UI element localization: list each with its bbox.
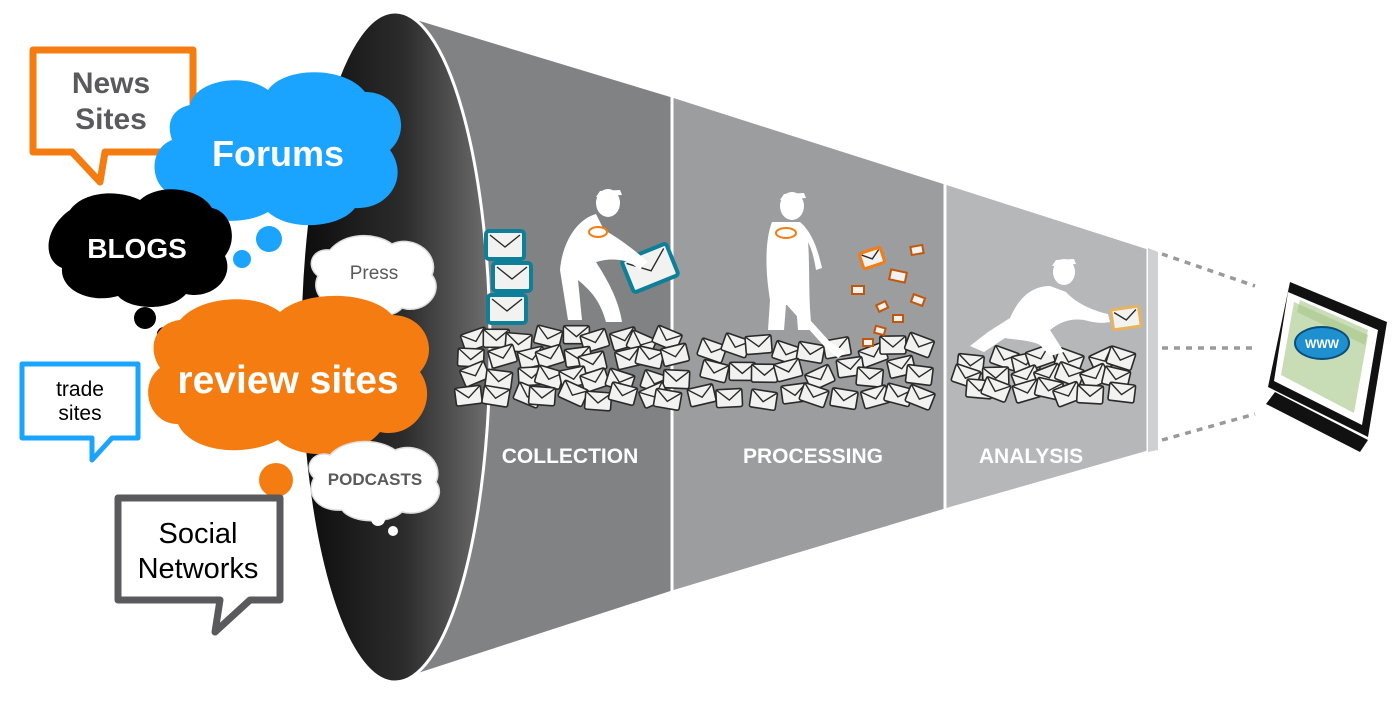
funnel-segment-tip bbox=[1148, 248, 1158, 452]
stage-label-collection: COLLECTION bbox=[502, 445, 639, 468]
source-forums: Forums bbox=[154, 72, 402, 268]
pile-envelope bbox=[714, 387, 744, 409]
trade-sites-line1: trade bbox=[56, 378, 104, 401]
www-label: WWW bbox=[1305, 337, 1340, 351]
analyst-worker-figure bbox=[970, 259, 1110, 356]
podcasts-label: PODCASTS bbox=[328, 470, 422, 489]
pile-envelope bbox=[795, 340, 826, 365]
source-podcasts: PODCASTS bbox=[308, 440, 441, 536]
stage-label-analysis: ANALYSIS bbox=[979, 445, 1083, 468]
pile-envelope bbox=[1107, 381, 1137, 404]
news-sites-line1: News bbox=[72, 67, 150, 100]
pile-envelope bbox=[1075, 383, 1105, 405]
review-thought-dot bbox=[259, 463, 293, 497]
envelope-pile-processing bbox=[686, 331, 937, 412]
pile-envelope bbox=[662, 368, 691, 390]
social-networks-line1: Social bbox=[159, 518, 238, 550]
pile-envelope bbox=[652, 387, 683, 412]
pile-envelope bbox=[904, 363, 935, 387]
pile-envelope bbox=[748, 388, 779, 412]
blogs-thought-dot bbox=[134, 307, 156, 329]
collected-envelopes bbox=[484, 229, 680, 325]
podcasts-thought-dot bbox=[371, 512, 385, 526]
pile-envelope bbox=[744, 333, 774, 356]
analyzed-envelope bbox=[1109, 304, 1143, 332]
forums-label: Forums bbox=[212, 133, 344, 174]
press-label: Press bbox=[350, 263, 399, 284]
pile-envelope bbox=[855, 366, 885, 389]
source-news-sites: News Sites bbox=[29, 46, 197, 186]
output-connectors bbox=[1161, 252, 1256, 442]
blogs-label: BLOGS bbox=[87, 233, 187, 264]
trade-sites-line2: sites bbox=[58, 402, 101, 425]
pile-envelope bbox=[828, 386, 860, 411]
source-blogs: BLOGS bbox=[48, 189, 232, 341]
pile-envelope bbox=[879, 335, 907, 355]
pile-envelope bbox=[583, 390, 613, 412]
forums-thought-dot bbox=[256, 226, 282, 252]
sorted-envelopes bbox=[851, 243, 927, 347]
forums-thought-dot bbox=[233, 250, 251, 268]
pile-envelope bbox=[453, 384, 484, 408]
stage-label-processing: PROCESSING bbox=[743, 445, 883, 468]
news-sites-line2: Sites bbox=[75, 103, 147, 136]
source-social-networks: Social Networks bbox=[114, 494, 284, 636]
processor-worker-figure bbox=[766, 192, 846, 358]
source-review-sites: review sites bbox=[148, 295, 430, 514]
review-sites-label: review sites bbox=[177, 359, 398, 402]
web-monitor-icon: WWW bbox=[1266, 282, 1387, 452]
podcasts-thought-dot bbox=[388, 526, 398, 536]
pile-envelope bbox=[527, 385, 557, 407]
pile-envelope bbox=[480, 384, 511, 409]
social-networks-line2: Networks bbox=[138, 553, 259, 585]
source-trade-sites: trade sites bbox=[19, 361, 141, 463]
www-globe-icon bbox=[1294, 326, 1350, 360]
collector-worker-figure bbox=[560, 189, 648, 322]
